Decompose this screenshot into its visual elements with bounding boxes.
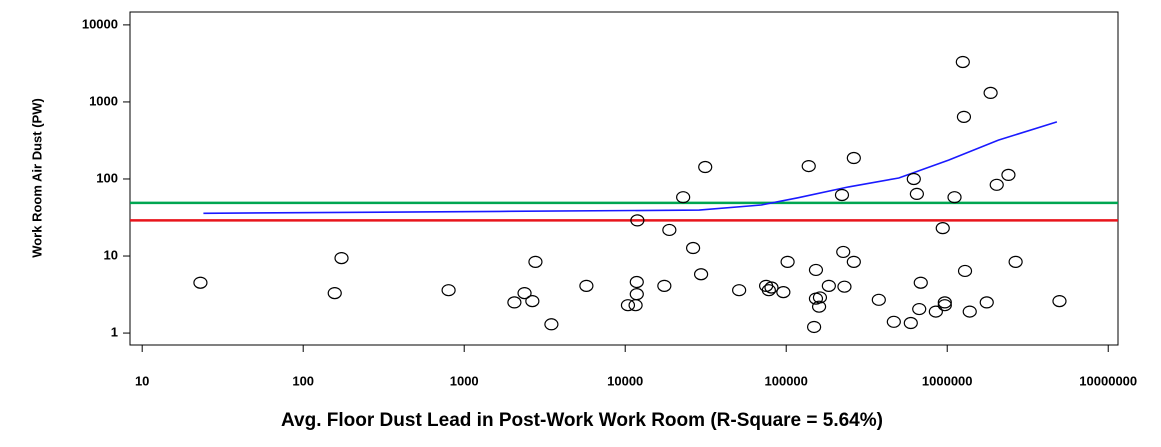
data-point [1008, 255, 1023, 268]
y-tick-label: 100 [96, 170, 118, 185]
data-point [1001, 168, 1016, 181]
x-axis-label: Avg. Floor Dust Lead in Post-Work Work R… [281, 410, 883, 431]
data-point [579, 279, 594, 292]
data-point [193, 276, 208, 289]
data-point [871, 293, 886, 306]
data-point [955, 55, 970, 69]
data-point [935, 222, 950, 235]
y-tick-label: 10 [104, 247, 118, 262]
x-tick-label: 10 [135, 373, 149, 388]
x-tick-label: 10000000 [1079, 373, 1137, 388]
data-point [903, 316, 918, 330]
data-point [544, 318, 559, 331]
data-point [821, 279, 836, 292]
x-tick-label: 1000000 [922, 373, 973, 388]
data-point [1052, 294, 1067, 308]
data-point [806, 320, 822, 334]
data-point [698, 160, 713, 174]
data-point [327, 287, 342, 300]
data-point [630, 214, 645, 227]
data-point [629, 288, 644, 301]
data-point [528, 255, 543, 268]
data-point [662, 223, 677, 237]
data-point [846, 255, 861, 268]
data-point [947, 191, 962, 204]
data-point [693, 268, 709, 281]
data-point [761, 284, 776, 297]
data-point [906, 172, 921, 186]
data-point [732, 284, 747, 297]
data-point [957, 264, 973, 278]
y-axis-label: Work Room Air Dust (PW) [29, 98, 44, 258]
data-point [620, 299, 636, 312]
data-point [685, 241, 701, 255]
data-point [956, 110, 972, 123]
data-point [836, 245, 851, 259]
fit-line [203, 121, 1058, 215]
data-point [909, 187, 924, 201]
data-point [507, 296, 522, 309]
data-point [983, 86, 998, 99]
data-point [989, 178, 1004, 191]
data-point [629, 275, 644, 289]
data-point [334, 251, 349, 265]
data-point [801, 159, 816, 173]
data-point [676, 191, 691, 204]
data-point [834, 188, 850, 202]
data-point [776, 286, 791, 299]
data-point [812, 291, 828, 304]
data-point [937, 299, 952, 312]
data-point [780, 255, 795, 268]
data-point [525, 294, 540, 308]
data-point [886, 315, 901, 328]
data-point [628, 299, 643, 312]
x-tick-label: 1000 [450, 373, 479, 388]
y-tick-label: 1 [111, 325, 118, 340]
data-point [928, 305, 943, 318]
data-point [937, 296, 952, 309]
y-tick-label: 10000 [82, 16, 118, 31]
x-tick-label: 100000 [765, 373, 808, 388]
data-point [764, 281, 779, 294]
data-point [811, 300, 827, 313]
data-point [517, 287, 532, 300]
data-point [846, 151, 861, 165]
x-tick-label: 100 [292, 373, 314, 388]
data-point [962, 305, 977, 318]
data-point [837, 280, 852, 293]
data-point [441, 284, 456, 297]
y-tick-label: 1000 [89, 93, 118, 108]
data-point [979, 296, 994, 309]
data-point [657, 279, 672, 292]
data-point [912, 302, 927, 316]
x-tick-label: 10000 [607, 373, 643, 388]
data-point [913, 276, 928, 289]
data-point [808, 263, 824, 277]
